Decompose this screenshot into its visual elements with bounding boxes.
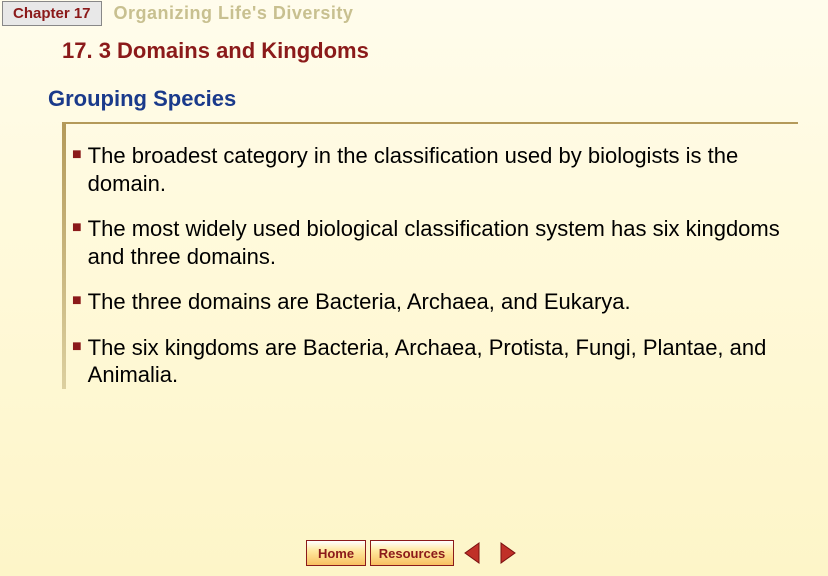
home-label: Home <box>318 546 354 561</box>
resources-label: Resources <box>379 546 445 561</box>
bullet-text: The most widely used biological classifi… <box>88 215 798 270</box>
section-title: 17. 3 Domains and Kingdoms <box>62 38 828 64</box>
bullet-text: The three domains are Bacteria, Archaea,… <box>88 288 631 316</box>
bullet-marker-icon: ■ <box>72 292 82 310</box>
home-button[interactable]: Home <box>306 540 366 566</box>
bullet-marker-icon: ■ <box>72 338 82 356</box>
prev-button[interactable] <box>458 538 488 568</box>
bullet-item: ■ The six kingdoms are Bacteria, Archaea… <box>72 334 798 389</box>
bullet-text: The six kingdoms are Bacteria, Archaea, … <box>88 334 798 389</box>
bullet-marker-icon: ■ <box>72 146 82 164</box>
chapter-bar: Chapter 17 Organizing Life's Diversity <box>0 0 828 26</box>
bullet-marker-icon: ■ <box>72 219 82 237</box>
content-block: ■ The broadest category in the classific… <box>62 122 798 389</box>
chapter-ghost-title: Organizing Life's Diversity <box>114 3 354 24</box>
subheading: Grouping Species <box>48 86 828 112</box>
next-button[interactable] <box>492 538 522 568</box>
arrow-right-icon <box>493 539 521 567</box>
resources-button[interactable]: Resources <box>370 540 454 566</box>
nav-bar: Home Resources <box>306 538 522 568</box>
bullet-text: The broadest category in the classificat… <box>88 142 798 197</box>
chapter-label: Chapter 17 <box>2 1 102 26</box>
bullet-item: ■ The three domains are Bacteria, Archae… <box>72 288 798 316</box>
arrow-left-icon <box>459 539 487 567</box>
bullet-item: ■ The broadest category in the classific… <box>72 142 798 197</box>
bullet-item: ■ The most widely used biological classi… <box>72 215 798 270</box>
